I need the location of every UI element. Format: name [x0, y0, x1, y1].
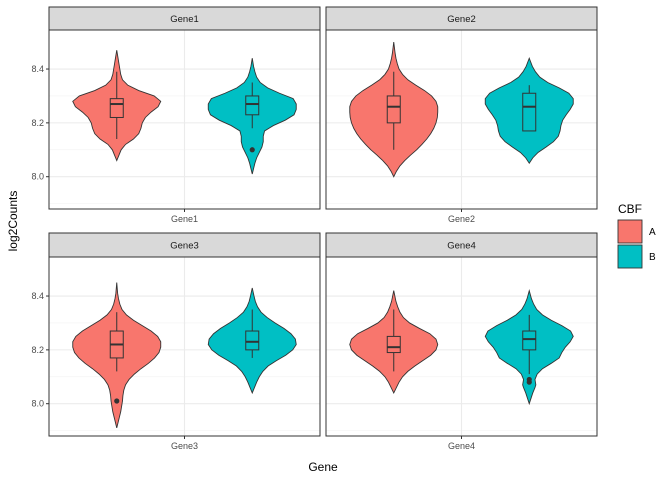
y-tick-label: 8.4 — [31, 291, 44, 301]
facet-panel-gene3: Gene3 Gene3 8.0 8.2 8.4 — [31, 232, 321, 451]
facet-strip — [48, 6, 321, 31]
x-tick-label: Gene1 — [171, 214, 198, 224]
facet-panel-gene1: Gene1 Gene1 8.0 8.2 8.4 — [31, 6, 321, 224]
violin-a — [72, 282, 162, 429]
box-iqr — [522, 330, 537, 351]
y-tick-label: 8.0 — [31, 399, 44, 409]
x-tick-label: Gene4 — [448, 441, 475, 451]
facet-strip — [325, 6, 598, 31]
legend-key-a — [617, 219, 643, 244]
facet-strip-label: Gene1 — [170, 14, 199, 25]
y-tick-label: 8.4 — [31, 64, 44, 74]
outlier-point — [114, 398, 120, 404]
violin-b — [207, 287, 297, 395]
box-iqr — [245, 330, 260, 351]
x-tick-label: Gene2 — [448, 214, 475, 224]
outlier-point — [526, 376, 532, 383]
facet-strip-label: Gene2 — [447, 14, 476, 25]
x-axis-title: Gene — [308, 460, 338, 474]
violin-b — [484, 288, 574, 406]
facet-strip-label: Gene4 — [447, 241, 476, 252]
legend: CBF A B — [617, 202, 656, 269]
y-tick-label: 8.0 — [31, 172, 44, 182]
outlier-point — [249, 147, 255, 153]
legend-title: CBF — [618, 202, 642, 216]
y-tick-label: 8.2 — [31, 118, 44, 128]
facet-panel-gene2: Gene2 Gene2 — [325, 6, 598, 224]
facet-strip — [48, 232, 321, 258]
box-iqr — [386, 335, 401, 354]
facet-panel-gene4: Gene4 Gene4 — [325, 232, 598, 451]
box-iqr — [245, 95, 260, 116]
violin-b — [484, 56, 574, 165]
violin-a — [349, 290, 439, 394]
facet-strip-label: Gene3 — [170, 241, 199, 252]
x-tick-label: Gene3 — [171, 441, 198, 451]
box-iqr — [109, 98, 124, 118]
y-tick-label: 8.2 — [31, 345, 44, 355]
box-iqr — [386, 95, 401, 124]
box-iqr — [522, 92, 537, 132]
legend-label: B — [649, 252, 656, 263]
y-axis-title: log2Counts — [6, 191, 20, 252]
violin-a — [349, 42, 439, 178]
legend-key-b — [617, 244, 643, 269]
legend-label: A — [649, 227, 656, 238]
facet-strip — [325, 232, 598, 258]
violin-a — [72, 50, 162, 162]
